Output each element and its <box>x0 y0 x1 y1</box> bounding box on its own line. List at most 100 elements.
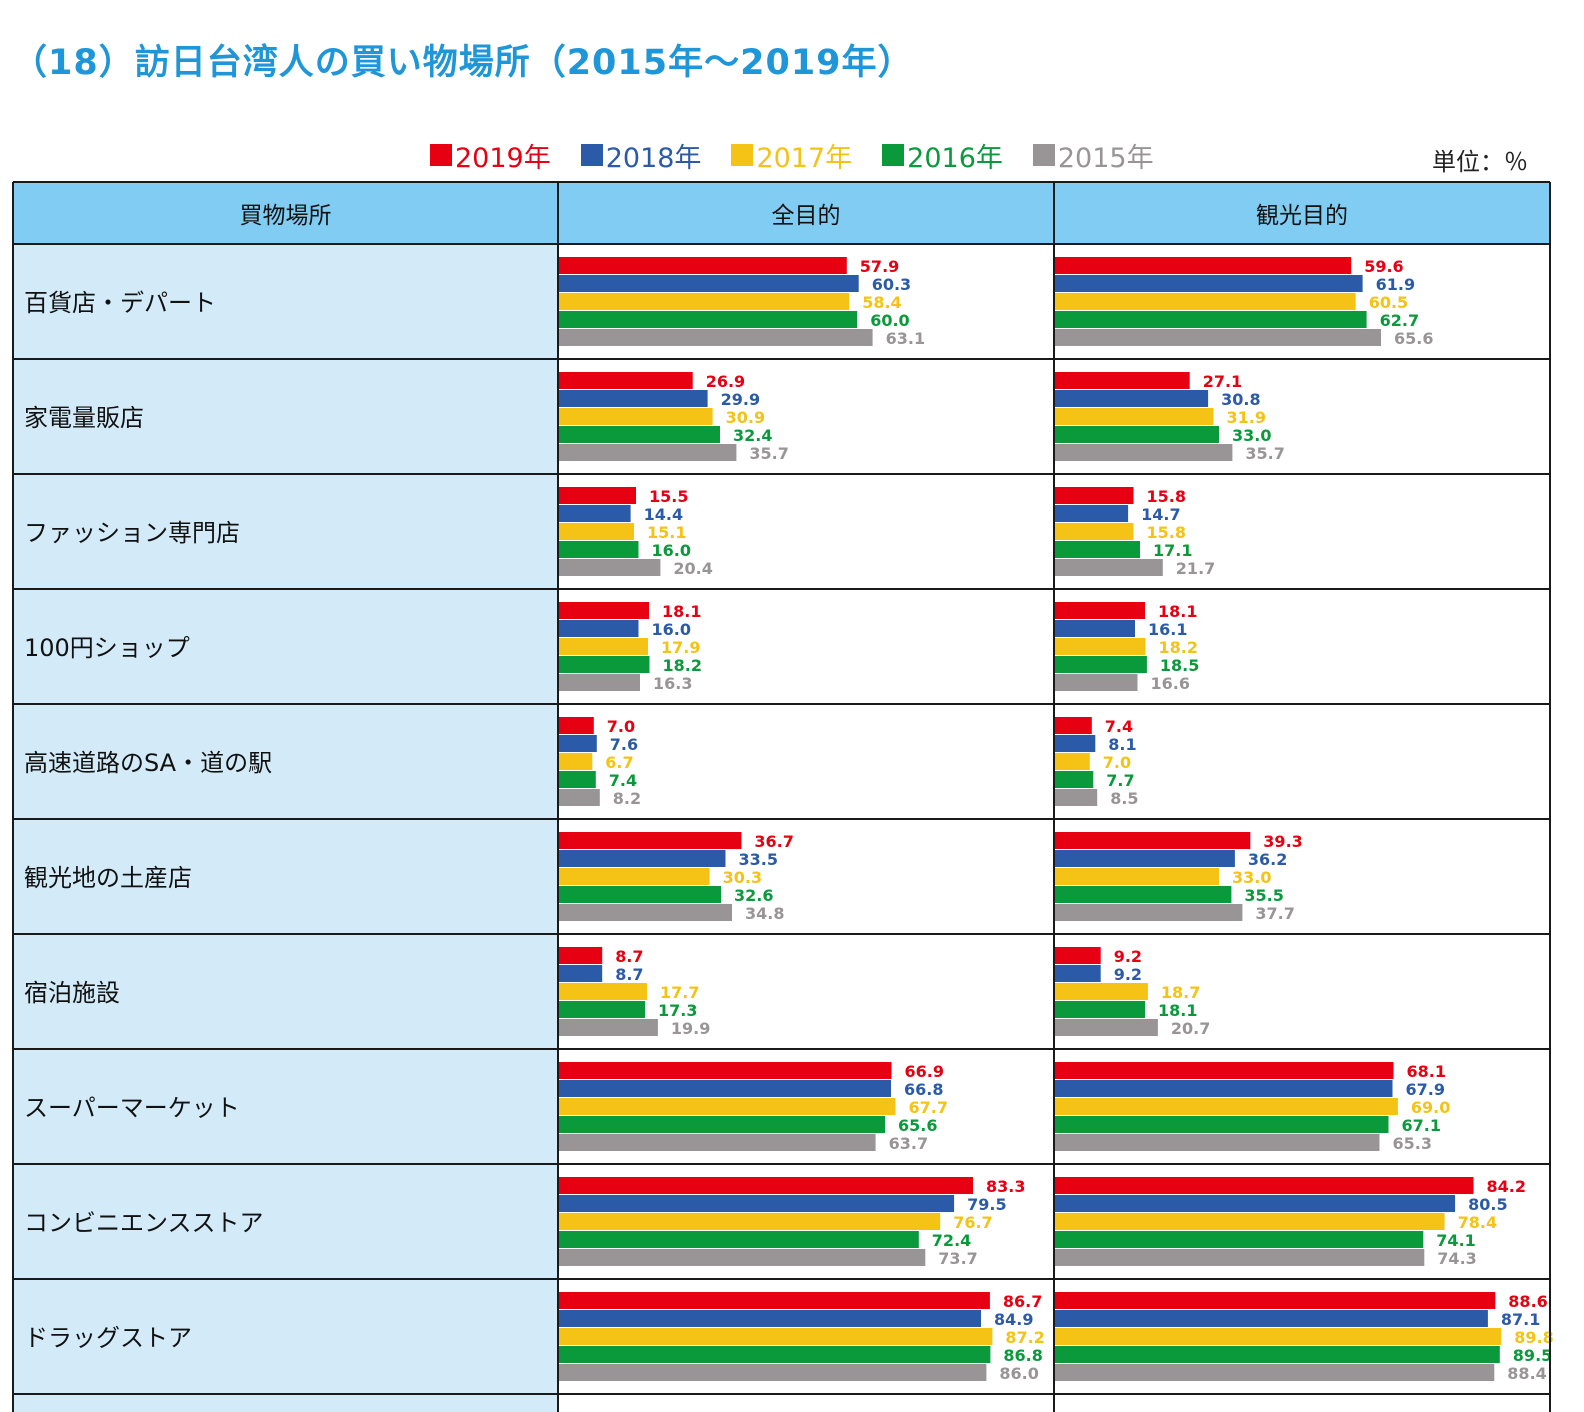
bar-all-purpose-2017 <box>559 1213 941 1230</box>
bar-tourism-purpose-2019 <box>1055 1177 1474 1194</box>
bar-tourism-purpose-2018 <box>1055 505 1129 522</box>
data-label-tourism-purpose-2015: 8.5 <box>1110 789 1138 808</box>
bar-tourism-purpose-2017 <box>1055 638 1146 655</box>
data-label-tourism-purpose-2017: 15.8 <box>1147 523 1186 542</box>
bar-tourism-purpose-2019 <box>1055 257 1352 274</box>
bar-all-purpose-2018 <box>559 965 603 982</box>
data-label-tourism-purpose-2015: 21.7 <box>1176 559 1215 578</box>
bar-tourism-purpose-2019 <box>1055 717 1092 734</box>
bar-all-purpose-2017 <box>559 1098 896 1115</box>
data-label-tourism-purpose-2016: 89.5 <box>1513 1346 1552 1365</box>
data-label-tourism-purpose-2018: 80.5 <box>1468 1195 1507 1214</box>
category-label: 100円ショップ <box>24 634 190 662</box>
data-label-all-purpose-2016: 16.0 <box>652 541 691 560</box>
category-label: 宿泊施設 <box>24 979 120 1007</box>
bar-tourism-purpose-2018 <box>1055 1080 1393 1097</box>
header-all-purpose: 全目的 <box>772 203 841 229</box>
data-label-all-purpose-2016: 65.6 <box>898 1116 937 1135</box>
legend-item-2019: 2019年 <box>430 136 551 175</box>
data-label-all-purpose-2015: 20.4 <box>673 559 712 578</box>
data-label-tourism-purpose-2018: 67.9 <box>1406 1080 1445 1099</box>
data-label-all-purpose-2019: 57.9 <box>860 257 899 276</box>
legend-swatch-2019 <box>430 144 452 166</box>
data-label-all-purpose-2019: 8.7 <box>615 947 643 966</box>
bar-tourism-purpose-2018 <box>1055 390 1209 407</box>
data-label-all-purpose-2015: 73.7 <box>938 1249 977 1268</box>
data-label-all-purpose-2017: 67.7 <box>909 1098 948 1117</box>
data-label-tourism-purpose-2019: 15.8 <box>1147 487 1186 506</box>
data-label-tourism-purpose-2017: 7.0 <box>1103 753 1131 772</box>
bar-tourism-purpose-2018 <box>1055 275 1363 292</box>
data-label-all-purpose-2015: 8.2 <box>613 789 641 808</box>
category-label: コンビニエンスストア <box>24 1209 264 1237</box>
bar-tourism-purpose-2017 <box>1055 983 1148 1000</box>
bar-all-purpose-2015 <box>559 559 661 576</box>
data-label-tourism-purpose-2015: 65.3 <box>1393 1134 1432 1153</box>
bar-all-purpose-2019 <box>559 717 594 734</box>
bar-all-purpose-2015 <box>559 1249 926 1266</box>
data-label-all-purpose-2019: 83.3 <box>986 1177 1025 1196</box>
legend-label-2015: 2015年 <box>1057 142 1154 174</box>
unit-label: 単位：％ <box>1432 148 1528 176</box>
data-label-all-purpose-2017: 15.1 <box>647 523 686 542</box>
bar-all-purpose-2018 <box>559 275 859 292</box>
bar-all-purpose-2017 <box>559 983 647 1000</box>
data-label-all-purpose-2017: 6.7 <box>605 753 633 772</box>
data-label-tourism-purpose-2018: 16.1 <box>1148 620 1187 639</box>
bar-tourism-purpose-2015 <box>1055 329 1381 346</box>
bar-all-purpose-2019 <box>559 1062 892 1079</box>
bar-tourism-purpose-2017 <box>1055 753 1090 770</box>
bar-tourism-purpose-2015 <box>1055 1249 1425 1266</box>
bar-all-purpose-2018 <box>559 1310 981 1327</box>
bar-all-purpose-2019 <box>559 1292 990 1309</box>
data-label-tourism-purpose-2016: 74.1 <box>1436 1231 1475 1250</box>
data-label-all-purpose-2017: 30.3 <box>723 868 762 887</box>
data-label-tourism-purpose-2019: 27.1 <box>1203 372 1242 391</box>
data-label-tourism-purpose-2017: 60.5 <box>1369 293 1408 312</box>
bar-all-purpose-2018 <box>559 1195 955 1212</box>
data-label-all-purpose-2015: 63.1 <box>886 329 925 348</box>
data-label-tourism-purpose-2018: 9.2 <box>1114 965 1142 984</box>
bar-all-purpose-2015 <box>559 674 640 691</box>
bar-all-purpose-2016 <box>559 656 650 673</box>
bar-all-purpose-2015 <box>559 1134 876 1151</box>
bar-all-purpose-2018 <box>559 1080 891 1097</box>
data-label-tourism-purpose-2019: 9.2 <box>1114 947 1142 966</box>
bar-tourism-purpose-2016 <box>1055 426 1219 443</box>
data-label-all-purpose-2015: 35.7 <box>749 444 788 463</box>
data-label-tourism-purpose-2016: 7.7 <box>1106 771 1134 790</box>
data-label-tourism-purpose-2015: 16.6 <box>1151 674 1190 693</box>
bar-tourism-purpose-2019 <box>1055 832 1251 849</box>
bar-tourism-purpose-2016 <box>1055 1116 1389 1133</box>
bar-all-purpose-2015 <box>559 904 732 921</box>
bar-tourism-purpose-2018 <box>1055 965 1101 982</box>
bar-tourism-purpose-2015 <box>1055 674 1138 691</box>
bar-tourism-purpose-2016 <box>1055 886 1232 903</box>
category-label: 百貨店・デパート <box>24 289 216 317</box>
data-label-all-purpose-2018: 79.5 <box>967 1195 1006 1214</box>
data-label-all-purpose-2019: 36.7 <box>754 832 793 851</box>
legend-swatch-2016 <box>882 144 905 166</box>
data-label-tourism-purpose-2015: 37.7 <box>1255 904 1294 923</box>
bar-all-purpose-2015 <box>559 1364 987 1381</box>
data-label-all-purpose-2018: 60.3 <box>872 275 911 294</box>
bar-tourism-purpose-2017 <box>1055 1213 1445 1230</box>
bar-all-purpose-2019 <box>559 602 649 619</box>
data-label-tourism-purpose-2019: 18.1 <box>1158 602 1197 621</box>
data-label-all-purpose-2017: 58.4 <box>862 293 901 312</box>
data-label-tourism-purpose-2018: 8.1 <box>1108 735 1136 754</box>
data-label-all-purpose-2019: 7.0 <box>607 717 635 736</box>
data-label-tourism-purpose-2016: 62.7 <box>1380 311 1419 330</box>
bar-tourism-purpose-2018 <box>1055 1195 1456 1212</box>
data-label-tourism-purpose-2017: 18.7 <box>1161 983 1200 1002</box>
bar-tourism-purpose-2015 <box>1055 1019 1158 1036</box>
bar-all-purpose-2016 <box>559 311 858 328</box>
bar-tourism-purpose-2015 <box>1055 444 1233 461</box>
data-label-all-purpose-2019: 66.9 <box>905 1062 944 1081</box>
bar-all-purpose-2015 <box>559 329 873 346</box>
bar-tourism-purpose-2017 <box>1055 523 1134 540</box>
bar-all-purpose-2016 <box>559 1116 885 1133</box>
bar-all-purpose-2017 <box>559 408 713 425</box>
data-label-all-purpose-2016: 72.4 <box>932 1231 971 1250</box>
